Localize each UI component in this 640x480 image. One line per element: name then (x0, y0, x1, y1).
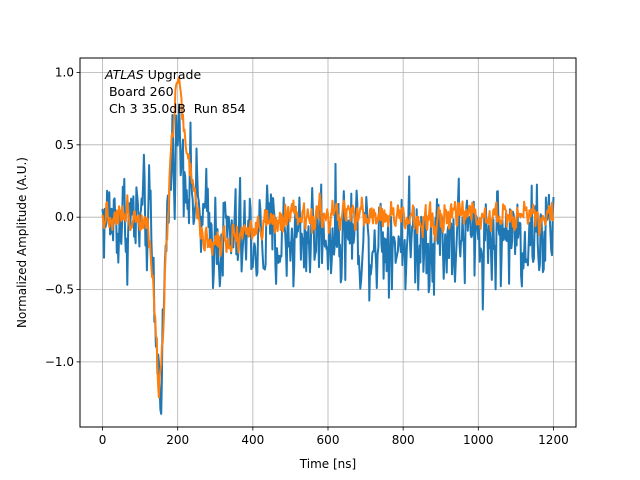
ticks: 0 200 400 600 800 1000 1200 −1.0 −0.5 0.0 0.5 1.0 (45, 65, 569, 447)
y-tick-label: 1.0 (55, 65, 74, 79)
series-line-1 (101, 103, 555, 415)
x-tick-label: 600 (317, 433, 340, 447)
x-tick-label: 1000 (463, 433, 494, 447)
series-line-2 (101, 76, 555, 399)
annotation: ATLAS Upgrade Board 260 Ch 3 35.0dB Run … (104, 67, 246, 116)
x-tick-label: 0 (99, 433, 107, 447)
x-axis-label: Time [ns] (299, 457, 356, 471)
y-tick-label: 0.0 (55, 210, 74, 224)
y-tick-label: −1.0 (45, 355, 74, 369)
annotation-upgrade: Upgrade (144, 67, 202, 82)
x-tick-label: 800 (392, 433, 415, 447)
series-layer (101, 76, 555, 415)
x-tick-label: 200 (166, 433, 189, 447)
annotation-line-3: Ch 3 35.0dB Run 854 (105, 101, 246, 116)
y-axis-label: Normalized Amplitude (A.U.) (15, 157, 29, 328)
annotation-line-2: Board 260 (105, 84, 174, 99)
y-tick-label: −0.5 (45, 283, 74, 297)
annotation-line-1: ATLAS Upgrade (104, 67, 201, 82)
x-tick-label: 1200 (538, 433, 569, 447)
x-tick-label: 400 (241, 433, 264, 447)
annotation-atlas: ATLAS (104, 67, 144, 82)
y-tick-label: 0.5 (55, 138, 74, 152)
